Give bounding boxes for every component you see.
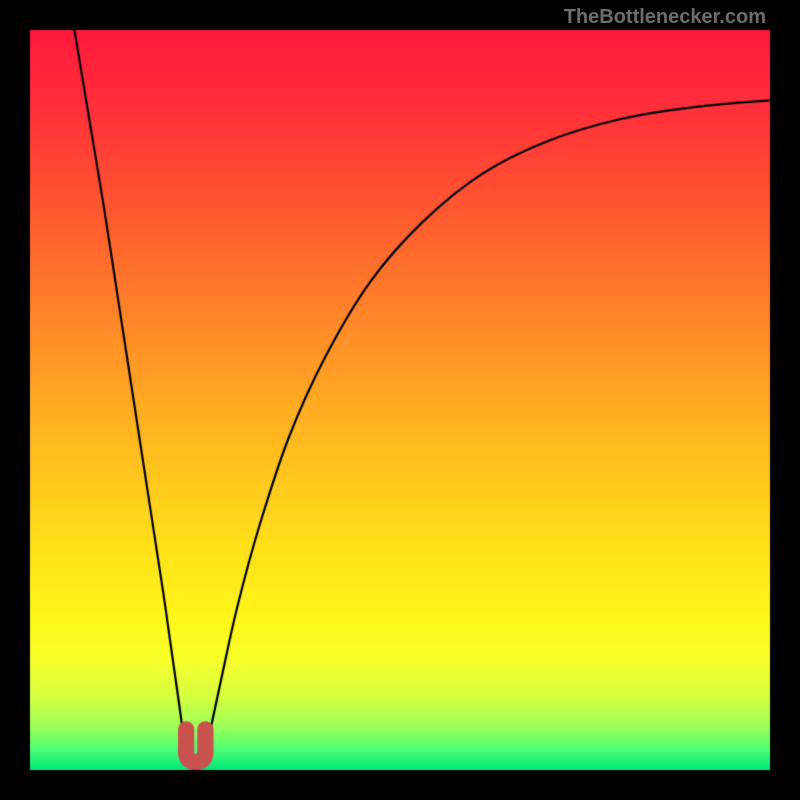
figure-root: TheBottlenecker.com (0, 0, 800, 800)
watermark-text: TheBottlenecker.com (564, 6, 766, 29)
bottleneck-chart-canvas (0, 0, 800, 800)
